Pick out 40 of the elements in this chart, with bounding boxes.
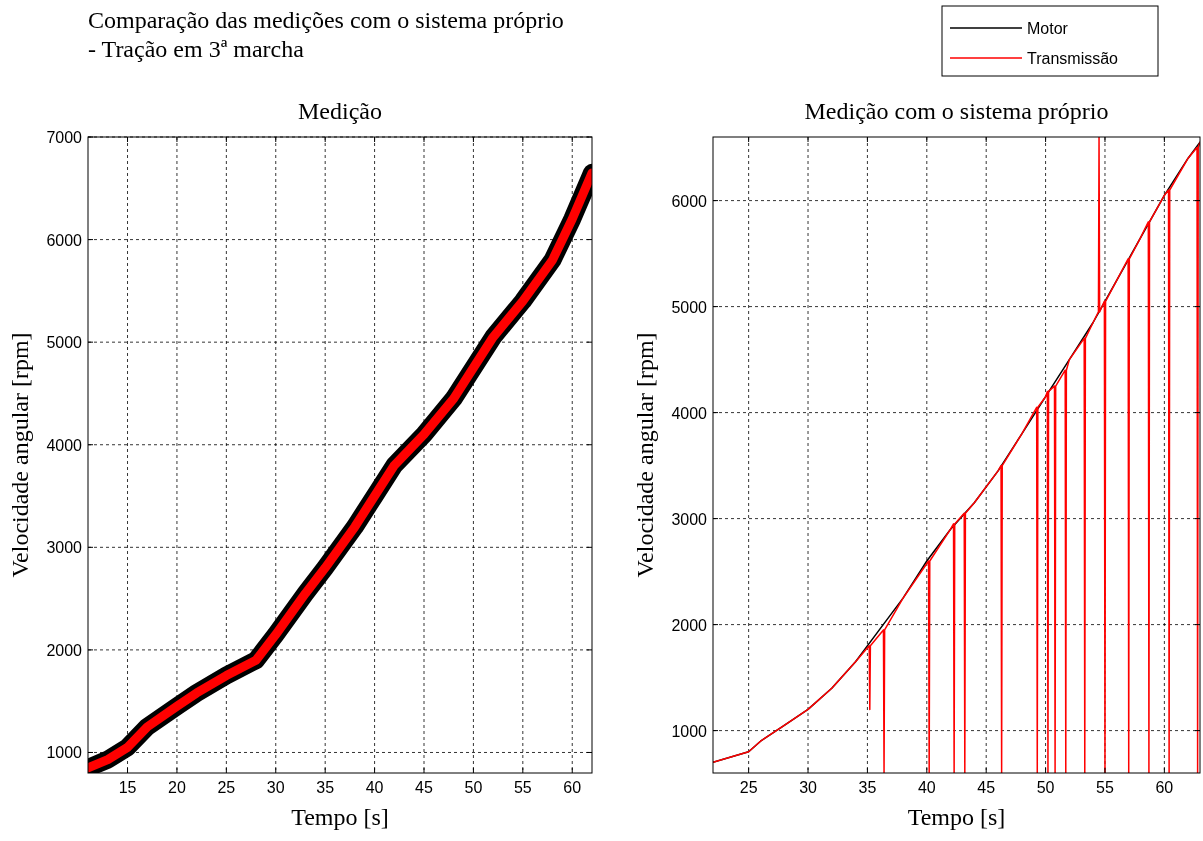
y-tick-label: 1000 [46,744,83,762]
x-tick-label: 15 [118,779,137,796]
y-tick-label: 1000 [671,722,708,740]
x-tick-label: 45 [415,779,433,796]
x-tick-label: 25 [739,779,758,796]
x-tick-label: 30 [266,779,285,796]
x-tick-label: 55 [1096,779,1114,796]
chart-title: Medição com o sistema próprio [804,98,1109,124]
x-tick-label: 55 [513,779,532,796]
x-tick-label: 50 [1036,779,1055,796]
y-tick-label: 7000 [46,129,83,146]
x-tick-label: 60 [563,779,582,796]
y-tick-label: 5000 [671,298,708,316]
y-tick-label: 3000 [46,539,83,557]
x-tick-label: 40 [917,779,936,796]
y-axis-title: Velocidade angular [rpm] [632,332,658,578]
x-tick-label: 30 [799,779,818,796]
chart-subtitle: Medição [298,98,382,124]
y-tick-label: 4000 [46,436,83,454]
legend-label: Motor [1027,20,1069,37]
y-axis-title: Velocidade angular [rpm] [7,332,33,578]
y-tick-label: 5000 [46,334,83,352]
x-tick-label: 60 [1155,779,1174,796]
x-tick-label: 45 [977,779,996,796]
x-tick-label: 20 [168,779,186,796]
x-axis-title: Tempo [s] [291,804,389,830]
x-tick-label: 25 [217,779,236,796]
x-axis-title: Tempo [s] [907,804,1006,830]
x-tick-label: 35 [316,779,335,796]
chart-title: Comparação das medições com o sistema próprio - Tração em 3ª marcha [88,7,564,62]
legend-label: Transmissão [1027,50,1119,67]
y-tick-label: 3000 [671,510,708,528]
y-tick-label: 6000 [46,231,83,249]
y-tick-label: 2000 [671,616,708,634]
y-tick-label: 6000 [671,192,708,210]
x-tick-label: 50 [464,779,483,796]
y-tick-label: 2000 [46,641,83,659]
y-tick-label: 4000 [671,404,708,422]
x-tick-label: 35 [858,779,877,796]
x-tick-label: 40 [365,779,384,796]
